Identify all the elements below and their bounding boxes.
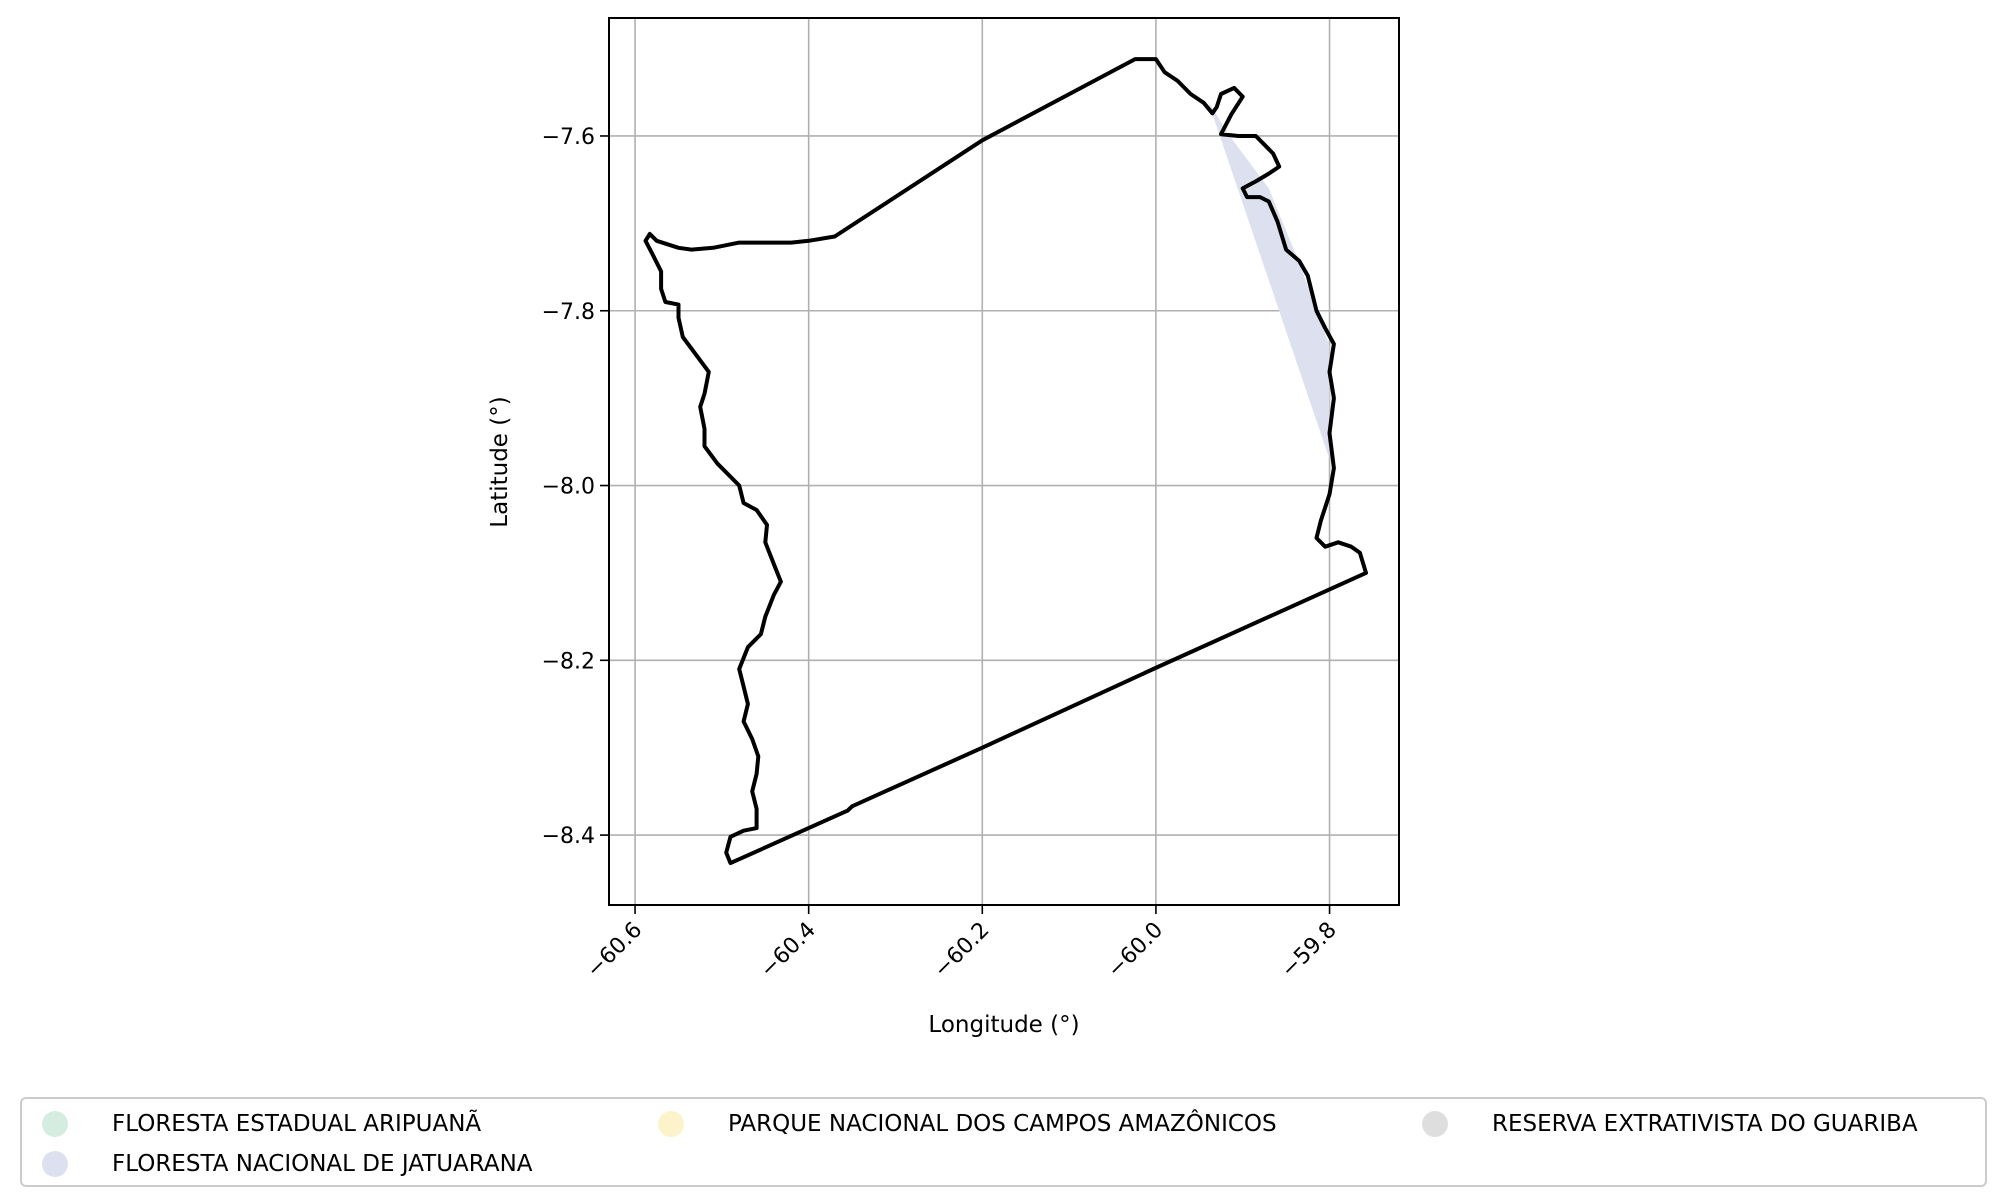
- legend-item-floresta-nacional-de-jatuarana: FLORESTA NACIONAL DE JATUARANA: [42, 1149, 533, 1179]
- x-axis-label: Longitude (°): [928, 1012, 1079, 1038]
- x-tick-label: −59.8: [1276, 918, 1341, 983]
- legend-item-parque-nacional-dos-campos-amazonicos: PARQUE NACIONAL DOS CAMPOS AMAZÔNICOS: [658, 1109, 1277, 1139]
- x-tick-label: −60.0: [1103, 918, 1168, 983]
- y-tick-label: −8.4: [542, 824, 595, 849]
- x-tick-label: −60.4: [756, 918, 821, 983]
- legend-item-floresta-estadual-aripuana: FLORESTA ESTADUAL ARIPUANÃ: [42, 1109, 481, 1139]
- x-axis-ticks: −60.6 −60.4 −60.2 −60.0 −59.8: [582, 905, 1342, 983]
- y-axis-ticks: −7.6 −7.8 −8.0 −8.2 −8.4: [542, 125, 609, 849]
- legend-label: FLORESTA ESTADUAL ARIPUANÃ: [112, 1111, 482, 1137]
- shaded-regions: [1208, 101, 1330, 460]
- y-axis-label: Latitude (°): [487, 396, 513, 527]
- x-tick-label: −60.2: [929, 918, 994, 983]
- protected-area-region: [1208, 101, 1330, 460]
- legend: FLORESTA ESTADUAL ARIPUANÃ FLORESTA NACI…: [20, 1097, 1987, 1187]
- legend-label: RESERVA EXTRATIVISTA DO GUARIBA: [1492, 1111, 1918, 1137]
- legend-marker-icon: [1422, 1111, 1448, 1137]
- legend-marker-icon: [42, 1111, 68, 1137]
- legend-marker-icon: [658, 1111, 684, 1137]
- y-tick-label: −8.2: [542, 649, 595, 674]
- plot-area-frame: [608, 17, 1400, 906]
- y-tick-label: −8.0: [542, 475, 595, 500]
- x-tick-label: −60.6: [582, 918, 647, 983]
- boundary-outline: [643, 57, 1368, 866]
- gridlines: [609, 18, 1399, 905]
- legend-item-reserva-extrativista-do-guariba: RESERVA EXTRATIVISTA DO GUARIBA: [1422, 1109, 1918, 1139]
- legend-label: PARQUE NACIONAL DOS CAMPOS AMAZÔNICOS: [728, 1111, 1277, 1137]
- y-tick-label: −7.8: [542, 300, 595, 325]
- boundary-polygon: [643, 57, 1368, 866]
- legend-label: FLORESTA NACIONAL DE JATUARANA: [112, 1151, 533, 1177]
- y-tick-label: −7.6: [542, 125, 595, 150]
- legend-marker-icon: [42, 1151, 68, 1177]
